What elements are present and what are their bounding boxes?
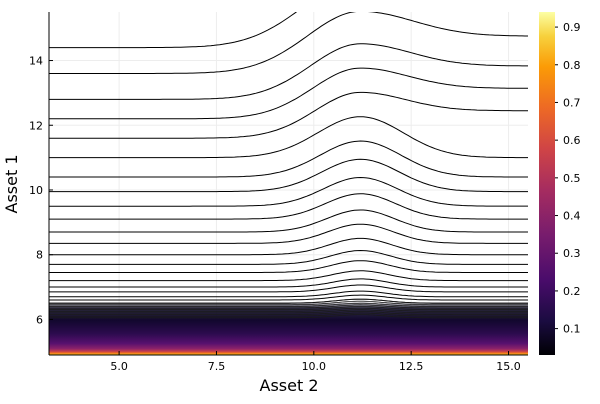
y-axis-title: Asset 1 <box>2 155 21 214</box>
colorbar: 0.1 0.2 0.3 0.4 0.5 0.6 0.7 0.8 0.9 <box>539 12 581 355</box>
contour-line <box>49 284 528 293</box>
colorbar-tick-label: 0.2 <box>563 285 581 298</box>
density-band <box>49 301 528 355</box>
contour-line <box>49 176 528 207</box>
contour-line <box>49 249 528 265</box>
contour-line <box>49 116 528 159</box>
colorbar-gradient <box>539 12 555 355</box>
contour-line <box>49 309 528 314</box>
contour-line <box>49 304 528 309</box>
contour-line <box>49 260 528 273</box>
x-tick-label: 15.0 <box>496 360 521 373</box>
x-tick-label: 12.5 <box>399 360 424 373</box>
x-axis-title: Asset 2 <box>260 376 319 395</box>
y-tick-label: 6 <box>36 313 43 326</box>
contour-line <box>49 278 528 288</box>
y-tick-label: 10 <box>29 184 43 197</box>
contour-line <box>49 237 528 256</box>
colorbar-tick-label: 0.5 <box>563 172 581 185</box>
contour-line <box>49 312 528 317</box>
y-tick-label: 14 <box>29 55 43 68</box>
colorbar-ticks: 0.1 0.2 0.3 0.4 0.5 0.6 0.7 0.8 0.9 <box>555 21 581 336</box>
contour-line <box>49 314 528 319</box>
contour-line <box>49 307 528 312</box>
contour-line <box>49 140 528 178</box>
colorbar-tick-label: 0.1 <box>563 323 581 336</box>
colorbar-tick-label: 0.3 <box>563 247 581 260</box>
contour-line <box>49 298 528 304</box>
colorbar-tick-label: 0.8 <box>563 59 581 72</box>
colorbar-tick-label: 0.9 <box>563 21 581 34</box>
contour-line <box>49 43 528 100</box>
contour-line <box>49 270 528 282</box>
contour-line <box>49 91 528 139</box>
contour-line <box>49 193 528 220</box>
contour-lines <box>49 12 528 319</box>
contour-line <box>49 294 528 301</box>
contour-line <box>49 302 528 307</box>
axes <box>48 12 528 356</box>
density-band-fill <box>49 301 528 355</box>
colorbar-tick-label: 0.4 <box>563 210 581 223</box>
x-tick-label: 5.0 <box>110 360 128 373</box>
contour-line <box>49 290 528 298</box>
contour-line <box>49 300 528 306</box>
contour-line <box>49 209 528 233</box>
x-tick-label: 7.5 <box>208 360 226 373</box>
contour-line <box>49 306 528 311</box>
colorbar-tick-label: 0.7 <box>563 96 581 109</box>
y-tick-label: 12 <box>29 119 43 132</box>
colorbar-tick-label: 0.6 <box>563 134 581 147</box>
contour-line <box>49 12 528 74</box>
y-tick-label: 8 <box>36 249 43 262</box>
contour-line <box>49 223 528 244</box>
contour-line <box>49 158 528 193</box>
contour-line <box>49 67 528 120</box>
contour-line <box>49 310 528 315</box>
x-tick-label: 10.0 <box>302 360 327 373</box>
contour-line <box>49 12 298 49</box>
x-axis-ticks: 5.0 7.5 10.0 12.5 15.0 <box>110 351 521 373</box>
y-axis-ticks: 6 8 10 12 14 <box>29 55 53 326</box>
